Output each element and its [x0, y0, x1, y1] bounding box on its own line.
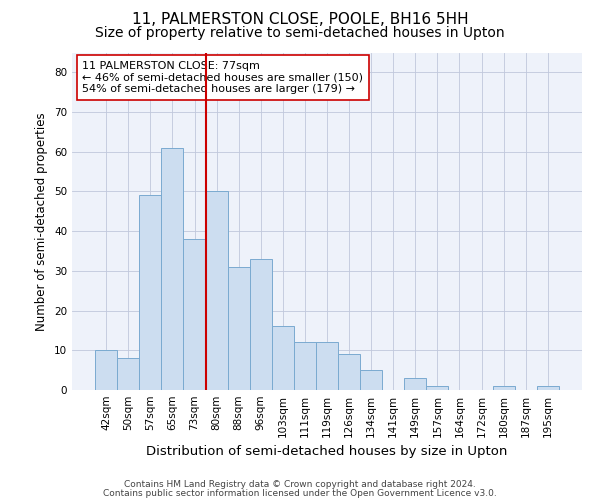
Bar: [404, 378, 427, 390]
Text: Size of property relative to semi-detached houses in Upton: Size of property relative to semi-detach…: [95, 26, 505, 40]
Bar: [139, 196, 161, 390]
Bar: [161, 148, 184, 390]
Bar: [95, 350, 117, 390]
Bar: [206, 192, 227, 390]
Text: Contains HM Land Registry data © Crown copyright and database right 2024.: Contains HM Land Registry data © Crown c…: [124, 480, 476, 489]
Bar: [360, 370, 382, 390]
X-axis label: Distribution of semi-detached houses by size in Upton: Distribution of semi-detached houses by …: [146, 446, 508, 458]
Text: 11, PALMERSTON CLOSE, POOLE, BH16 5HH: 11, PALMERSTON CLOSE, POOLE, BH16 5HH: [131, 12, 469, 28]
Bar: [338, 354, 360, 390]
Bar: [537, 386, 559, 390]
Bar: [493, 386, 515, 390]
Y-axis label: Number of semi-detached properties: Number of semi-detached properties: [35, 112, 49, 330]
Bar: [294, 342, 316, 390]
Bar: [184, 239, 206, 390]
Bar: [316, 342, 338, 390]
Text: Contains public sector information licensed under the Open Government Licence v3: Contains public sector information licen…: [103, 488, 497, 498]
Bar: [227, 267, 250, 390]
Bar: [117, 358, 139, 390]
Bar: [250, 259, 272, 390]
Bar: [272, 326, 294, 390]
Text: 11 PALMERSTON CLOSE: 77sqm
← 46% of semi-detached houses are smaller (150)
54% o: 11 PALMERSTON CLOSE: 77sqm ← 46% of semi…: [82, 61, 363, 94]
Bar: [427, 386, 448, 390]
